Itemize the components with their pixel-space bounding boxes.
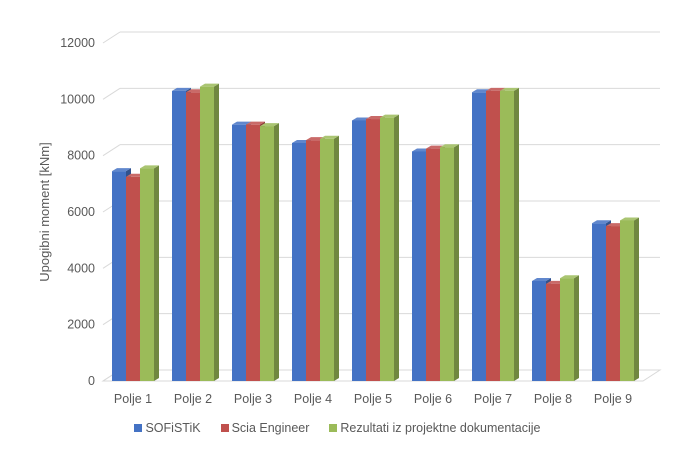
bar-top xyxy=(200,83,219,87)
x-tick-label: Polje 5 xyxy=(354,392,392,406)
bar-front xyxy=(500,90,514,381)
bar-side xyxy=(574,275,579,381)
bar xyxy=(140,165,159,381)
bar-front xyxy=(320,138,334,381)
bar-front xyxy=(380,117,394,382)
legend-label-rezultati: Rezultati iz projektne dokumentacije xyxy=(340,421,541,435)
bar-front xyxy=(306,140,320,381)
x-tick-label: Polje 1 xyxy=(114,392,152,406)
bar-top xyxy=(260,123,279,127)
bar-front xyxy=(260,126,274,381)
bar-front xyxy=(232,124,246,381)
x-tick-label: Polje 4 xyxy=(294,392,332,406)
y-tick-label: 0 xyxy=(88,374,95,388)
bar-top xyxy=(380,114,399,118)
bar-front xyxy=(472,92,486,382)
bar xyxy=(560,275,579,381)
bar-front xyxy=(140,168,154,381)
bar-front xyxy=(126,176,140,381)
y-tick-label: 12000 xyxy=(60,36,95,50)
bar-front xyxy=(606,226,620,381)
bar-side xyxy=(334,135,339,381)
bar-side xyxy=(394,114,399,382)
y-tick-label: 6000 xyxy=(67,205,95,219)
gridline-side-6 xyxy=(102,31,121,44)
bar-top xyxy=(592,220,611,224)
x-tick-label: Polje 8 xyxy=(534,392,572,406)
bar-front xyxy=(366,119,380,382)
bar xyxy=(320,135,339,381)
bar-side xyxy=(274,123,279,381)
bar-side xyxy=(154,165,159,381)
bar-front xyxy=(200,86,214,382)
gridline-side-5 xyxy=(102,87,121,100)
y-tick-label: 10000 xyxy=(60,92,95,106)
bar-front xyxy=(546,283,560,381)
gridline-side-4 xyxy=(102,144,121,157)
bar-front xyxy=(592,223,606,381)
bar-top xyxy=(246,121,265,125)
bar-front xyxy=(426,148,440,381)
bar-front xyxy=(186,92,200,382)
bar-side xyxy=(214,83,219,382)
y-tick-labels: 0 2000 4000 6000 8000 10000 12000 xyxy=(60,36,95,388)
y-tick-label: 8000 xyxy=(67,149,95,163)
bar-top xyxy=(532,278,551,282)
x-tick-label: Polje 9 xyxy=(594,392,632,406)
bar-top xyxy=(440,144,459,148)
legend: SOFiSTiK Scia Engineer Rezultati iz proj… xyxy=(0,421,675,435)
bar-front xyxy=(620,220,634,381)
bar xyxy=(440,144,459,381)
bar-top xyxy=(320,135,339,139)
bar-top xyxy=(232,121,251,125)
legend-item-sofistik: SOFiSTiK xyxy=(134,421,201,435)
bar-top xyxy=(140,165,159,169)
x-tick-label: Polje 6 xyxy=(414,392,452,406)
y-axis-title: Upogibni moment [kNm] xyxy=(37,142,52,281)
x-tick-label: Polje 3 xyxy=(234,392,272,406)
x-tick-label: Polje 7 xyxy=(474,392,512,406)
legend-item-scia: Scia Engineer xyxy=(220,421,310,435)
bar-front xyxy=(352,120,366,381)
bar-side xyxy=(634,217,639,381)
bar-front xyxy=(440,147,454,381)
legend-swatch-scia xyxy=(220,424,229,432)
bar-top xyxy=(172,87,191,91)
bar-front xyxy=(112,171,126,381)
bar-top xyxy=(560,275,579,279)
bar xyxy=(500,87,519,381)
legend-label-sofistik: SOFiSTiK xyxy=(145,421,201,435)
bar-top xyxy=(112,168,131,172)
bar xyxy=(380,114,399,382)
bar-front xyxy=(560,278,574,381)
bar xyxy=(200,83,219,382)
x-tick-labels: Polje 1 Polje 2 Polje 3 Polje 4 Polje 5 Polje… xyxy=(114,392,632,406)
bar-top xyxy=(500,87,519,91)
bars xyxy=(112,83,639,382)
bar-front xyxy=(532,281,546,381)
bar-front xyxy=(486,90,500,381)
bar-top xyxy=(486,87,505,91)
bar-front xyxy=(246,124,260,381)
legend-item-rezultati: Rezultati iz projektne dokumentacije xyxy=(329,421,541,435)
bar xyxy=(620,217,639,381)
y-tick-label: 4000 xyxy=(67,261,95,275)
x-tick-label: Polje 2 xyxy=(174,392,212,406)
bar-side xyxy=(454,144,459,381)
bar-front xyxy=(292,142,306,381)
bar-front xyxy=(172,90,186,381)
bar-front xyxy=(412,151,426,381)
bar-top xyxy=(620,217,639,221)
legend-swatch-sofistik xyxy=(134,424,143,432)
legend-label-scia: Scia Engineer xyxy=(231,421,310,435)
bar xyxy=(260,123,279,381)
bar-side xyxy=(514,87,519,381)
y-tick-label: 2000 xyxy=(67,318,95,332)
legend-swatch-rezultati xyxy=(329,424,338,432)
